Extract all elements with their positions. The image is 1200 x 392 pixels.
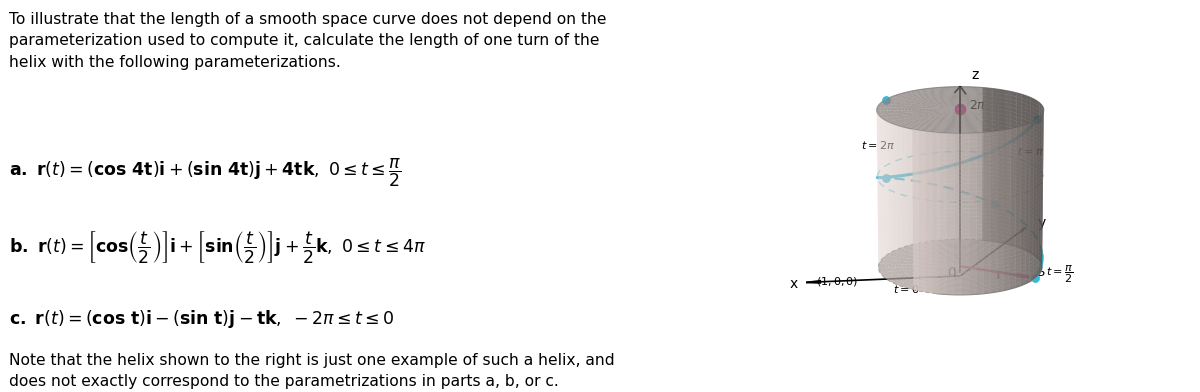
Text: To illustrate that the length of a smooth space curve does not depend on the
par: To illustrate that the length of a smoot… — [8, 12, 606, 70]
Text: $\mathbf{b.}\ \mathbf{r}(t) = \left[\mathbf{cos}\left(\dfrac{t}{2}\right)\right]: $\mathbf{b.}\ \mathbf{r}(t) = \left[\mat… — [8, 229, 425, 265]
Text: $\mathbf{c.}\ \mathbf{r}(t) = (\mathbf{cos}\ \mathbf{t})\mathbf{i} - (\mathbf{si: $\mathbf{c.}\ \mathbf{r}(t) = (\mathbf{c… — [8, 308, 394, 330]
Text: $\mathbf{a.}\ \mathbf{r}(t) = (\mathbf{cos}\ \mathbf{4t})\mathbf{i} + (\mathbf{s: $\mathbf{a.}\ \mathbf{r}(t) = (\mathbf{c… — [8, 157, 401, 189]
Text: Note that the helix shown to the right is just one example of such a helix, and
: Note that the helix shown to the right i… — [8, 353, 614, 389]
